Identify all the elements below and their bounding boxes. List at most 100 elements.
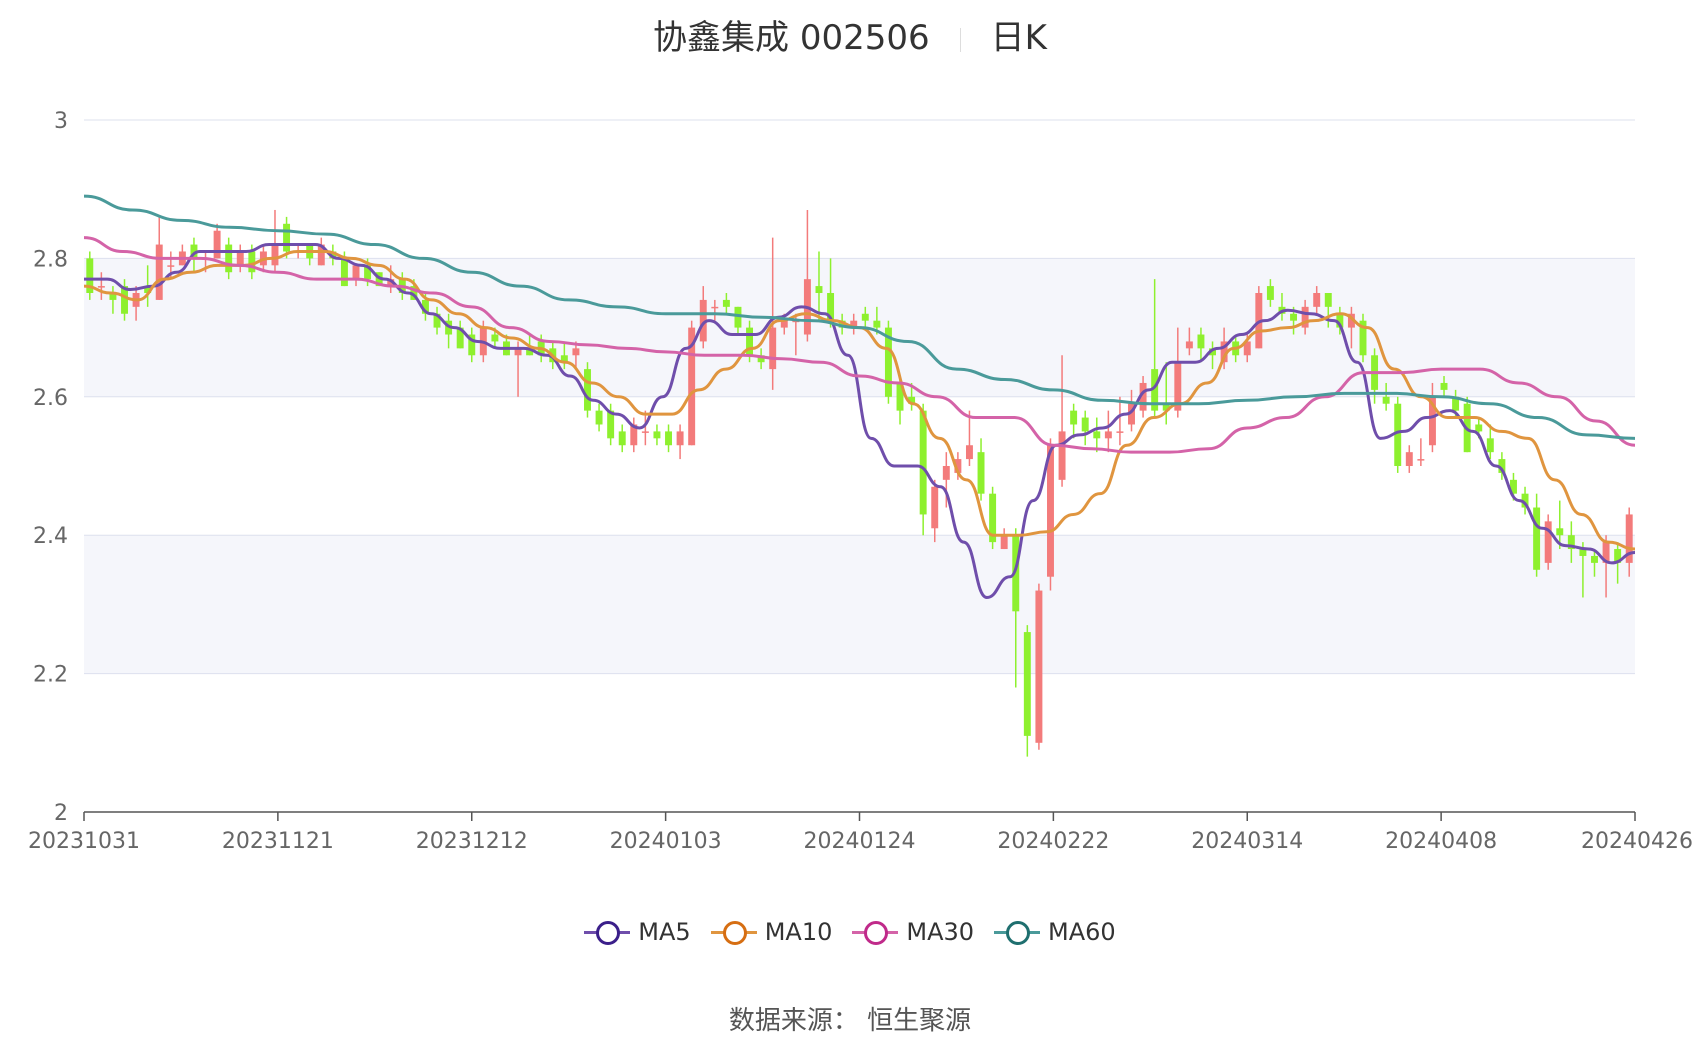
legend-label: MA10: [764, 918, 833, 946]
candle-body: [340, 258, 348, 287]
candle-body: [1220, 341, 1228, 363]
candle-body: [1301, 306, 1309, 328]
y-tick-label: 2: [54, 801, 68, 826]
candle-body: [780, 320, 788, 328]
candle-body: [1579, 549, 1587, 556]
candle-body: [421, 299, 429, 314]
candle-body: [1313, 293, 1321, 307]
candle-body: [1625, 514, 1633, 563]
candle-body: [1243, 341, 1251, 356]
y-tick-label: 2.4: [33, 524, 68, 549]
candle-body: [1209, 348, 1216, 356]
candle-body: [1591, 555, 1598, 563]
candle-body: [433, 313, 441, 328]
chart-title-period: 日K: [990, 18, 1047, 58]
x-tick-label: 20231121: [222, 829, 334, 854]
candle-body: [1162, 403, 1170, 411]
candle-body: [653, 431, 661, 439]
x-tick-label: 20240124: [804, 829, 916, 854]
candle-body: [514, 348, 522, 356]
candle-body: [1475, 424, 1483, 432]
candle-body: [665, 431, 672, 446]
chart-title-stock: 协鑫集成 002506: [653, 18, 930, 58]
x-tick-label: 20231031: [28, 829, 140, 854]
candle-body: [1440, 382, 1448, 390]
candle-body: [630, 424, 638, 446]
candle-body: [1197, 334, 1205, 349]
candle-body: [942, 466, 950, 480]
candle-body: [167, 265, 175, 267]
candle-body: [1405, 452, 1413, 466]
candle-body: [1128, 403, 1135, 425]
candle-body: [190, 244, 198, 259]
candle-body: [734, 306, 742, 328]
legend-label: MA60: [1048, 918, 1116, 946]
candle-body: [1452, 396, 1460, 411]
candle-body: [711, 306, 719, 309]
candle-body: [618, 431, 626, 446]
candle-body: [1359, 320, 1367, 356]
candle-body: [815, 286, 823, 293]
candle-body: [468, 334, 476, 356]
legend-label: MA5: [638, 918, 691, 946]
candle-body: [560, 355, 568, 363]
candle-body: [1035, 590, 1043, 743]
candle-body: [896, 382, 904, 411]
candle-body: [1486, 438, 1494, 453]
candle-body: [1093, 431, 1101, 439]
candle-body: [699, 299, 707, 342]
x-tick-label: 20240103: [610, 829, 722, 854]
legend-marker-icon: [852, 920, 899, 945]
legend-marker-icon: [584, 920, 631, 945]
y-tick-label: 2.6: [33, 386, 68, 411]
candle-body: [584, 369, 591, 411]
y-tick-label: 2.8: [33, 247, 68, 272]
candle-body: [1602, 542, 1610, 563]
candle-body: [352, 265, 360, 280]
candle-body: [1521, 493, 1529, 508]
ma-line-ma10: [83, 249, 1636, 551]
legend-item-ma60[interactable]: MA60: [994, 918, 1116, 946]
candle-body: [746, 327, 754, 356]
candle-body: [1556, 528, 1564, 536]
legend-item-ma30[interactable]: MA30: [852, 918, 974, 946]
candle-body: [1417, 459, 1425, 461]
x-tick-label: 20240314: [1191, 829, 1303, 854]
candle-body: [491, 334, 499, 342]
candle-body: [1104, 431, 1112, 439]
candle-body: [1290, 313, 1298, 321]
data-source-value: 恒生聚源: [867, 1006, 972, 1036]
candle-body: [109, 293, 117, 300]
candle-body: [86, 258, 94, 293]
candle-body: [1070, 410, 1078, 425]
candle-body: [1174, 362, 1182, 411]
candle-body: [954, 459, 962, 473]
candle-body: [1185, 341, 1193, 349]
candle-body: [248, 251, 256, 273]
candle-body: [1336, 313, 1344, 328]
data-source-label: 数据来源：: [728, 1006, 859, 1036]
candle-body: [1394, 403, 1402, 466]
x-tick-label: 20240222: [997, 829, 1109, 854]
candle-body: [931, 486, 939, 529]
candle-body: [965, 445, 973, 460]
legend-marker-icon: [994, 920, 1041, 945]
candle-body: [121, 286, 128, 314]
x-tick-label: 20240408: [1385, 829, 1497, 854]
axis-layer: 3 2.8 2.6 2.4 2.2 2 20231031 20231121 20231212 20…: [28, 109, 1693, 854]
candle-body: [595, 410, 603, 425]
legend-item-ma5[interactable]: MA5: [584, 918, 691, 946]
candle-body: [827, 293, 835, 321]
candle-body: [1012, 535, 1020, 612]
candle-body: [1139, 382, 1147, 411]
legend-label: MA30: [906, 918, 975, 946]
candle-body: [1081, 417, 1089, 432]
candle-body: [572, 348, 580, 356]
candle-body: [688, 327, 696, 446]
candle-body: [1382, 396, 1390, 404]
legend-item-ma10[interactable]: MA10: [710, 918, 833, 946]
grid-band: [84, 535, 1635, 674]
candle-body: [1151, 369, 1159, 411]
candle-body: [364, 265, 372, 280]
